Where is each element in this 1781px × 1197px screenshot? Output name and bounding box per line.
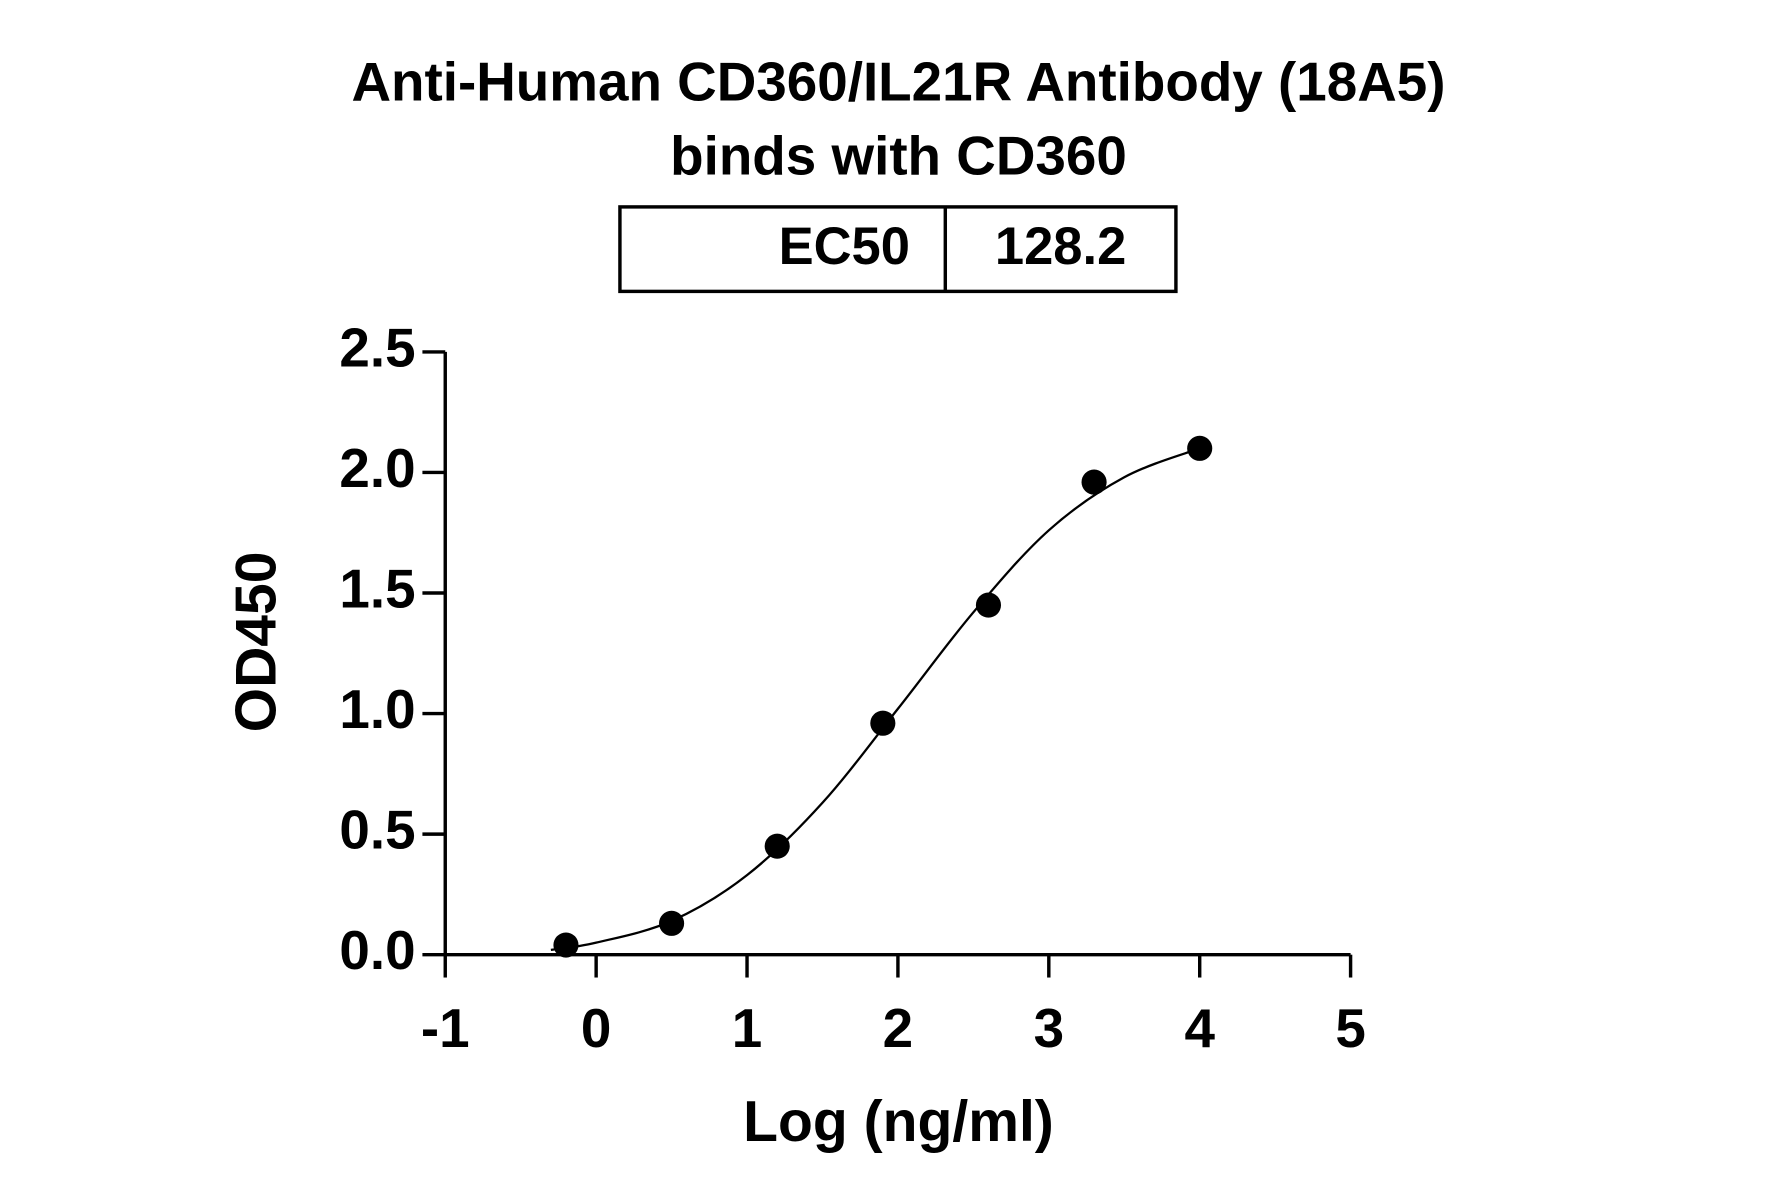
y-tick-label: 2.0: [339, 437, 415, 499]
x-tick-label: -1: [421, 997, 470, 1059]
data-point: [870, 710, 896, 736]
x-tick-label: 0: [581, 997, 611, 1059]
data-point: [975, 592, 1002, 618]
y-tick-label: 0.0: [339, 919, 415, 981]
data-point: [659, 910, 685, 936]
y-axis-label: OD450: [224, 551, 288, 732]
x-tick-label: 2: [883, 997, 913, 1059]
y-tick-label: 1.5: [339, 557, 415, 619]
x-tick-label: 5: [1335, 997, 1365, 1059]
data-point: [553, 932, 579, 958]
ec50-table: [618, 205, 1178, 294]
data-point: [1187, 435, 1213, 461]
y-tick-label: 2.5: [339, 316, 415, 378]
chart-title: binds with CD360: [670, 125, 1127, 187]
x-tick-label: 3: [1034, 997, 1064, 1059]
table-value: 128.2: [995, 217, 1126, 276]
table-header: EC50: [779, 217, 910, 276]
y-tick-label: 1.0: [339, 678, 415, 740]
fit-curve: [550, 447, 1201, 952]
x-axis-label: Log (ng/ml): [743, 1090, 1054, 1154]
x-tick-label: 4: [1184, 997, 1215, 1059]
y-tick-label: 0.5: [339, 799, 415, 861]
chart-title: Anti-Human CD360/IL21R Antibody (18A5): [351, 50, 1445, 112]
x-tick-label: 1: [732, 997, 762, 1059]
data-point: [764, 833, 790, 859]
data-point: [1081, 469, 1107, 495]
